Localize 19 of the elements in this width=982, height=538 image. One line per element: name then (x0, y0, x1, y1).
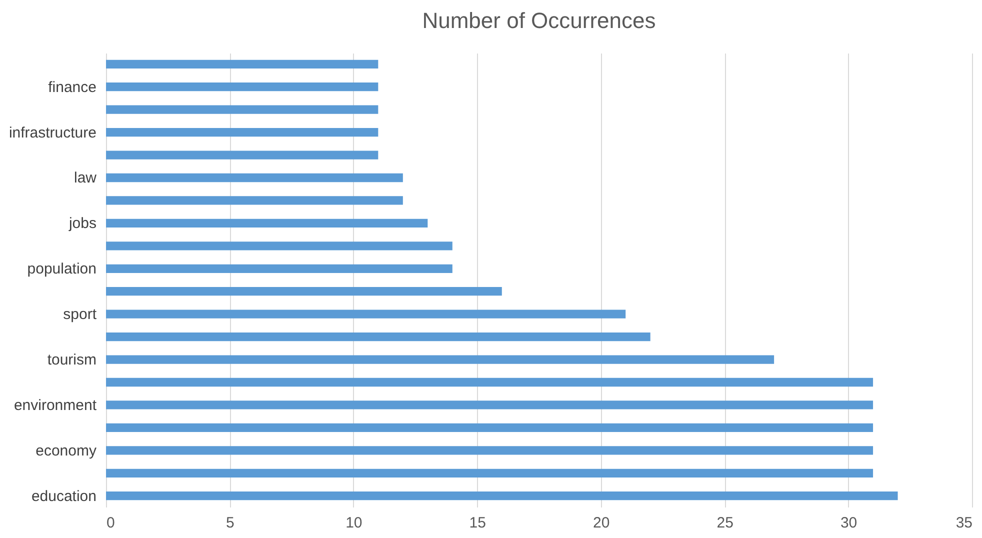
y-tick-label: infrastructure (8, 124, 96, 142)
x-tick-label: 0 (106, 514, 115, 532)
y-tick-label: economy (36, 442, 97, 460)
y-tick-label: sport (63, 306, 98, 324)
x-tick-label: 35 (956, 514, 972, 532)
x-tick-label: 30 (840, 514, 858, 532)
y-tick-label: finance (48, 78, 96, 96)
y-tick-label: jobs (68, 215, 96, 232)
y-tick-label: tourism (47, 352, 96, 369)
x-tick-label: 20 (593, 514, 610, 532)
y-tick-label: population (27, 260, 96, 278)
x-tick-label: 25 (716, 514, 734, 532)
chart-title: Number of Occurrences (422, 8, 656, 33)
y-tick-label: law (74, 170, 97, 187)
x-tick-label: 15 (469, 514, 486, 532)
y-tick-label: environment (14, 396, 98, 414)
x-tick-label: 5 (226, 514, 234, 532)
x-tick-label: 10 (346, 514, 362, 532)
y-tick-label: education (31, 488, 96, 505)
